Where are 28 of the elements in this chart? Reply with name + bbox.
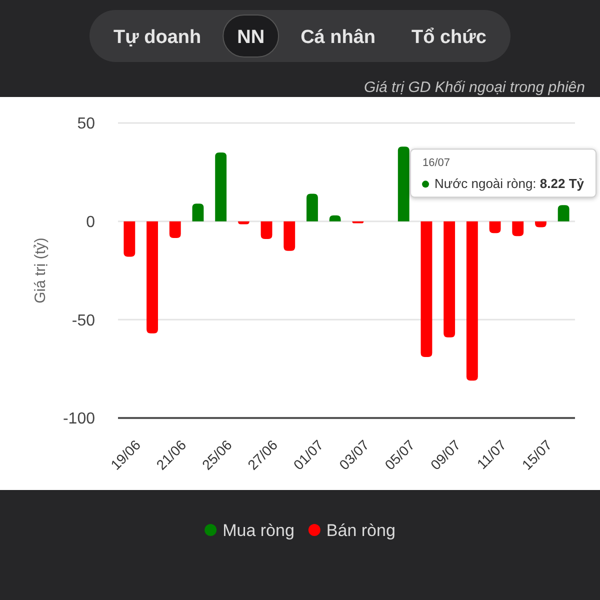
bar — [192, 204, 204, 222]
text: Tổ chức — [412, 27, 487, 48]
bar — [489, 221, 501, 234]
bar — [146, 221, 158, 334]
bar — [215, 152, 227, 222]
bar — [284, 221, 296, 251]
y-tick-label: 50 — [77, 116, 96, 133]
annotation: 16/07 Nước ngoài ròng: 8.22 Tỷ — [422, 157, 585, 192]
legend-label: Mua ròng — [222, 520, 294, 540]
bar — [466, 221, 478, 381]
bar — [444, 221, 456, 338]
legend-label: Bán ròng — [326, 520, 396, 540]
chart-title: Giá trị GD Khối ngoại trong phiên — [364, 79, 585, 96]
bar — [260, 221, 272, 240]
text: Cá nhân — [300, 27, 376, 48]
bar — [398, 146, 410, 222]
text: NN — [237, 27, 265, 48]
bar — [306, 194, 318, 222]
y-tick-label: 0 — [86, 214, 96, 231]
text: Tự doanh — [113, 27, 202, 48]
bar — [512, 221, 524, 236]
y-axis-title: Giá trị (tỷ) — [32, 238, 49, 304]
bar — [169, 221, 181, 238]
bar — [558, 205, 570, 222]
y-tick-label: -100 — [62, 410, 96, 428]
y-tick-label: -50 — [72, 312, 96, 330]
bar — [420, 221, 432, 358]
bar — [124, 221, 136, 257]
